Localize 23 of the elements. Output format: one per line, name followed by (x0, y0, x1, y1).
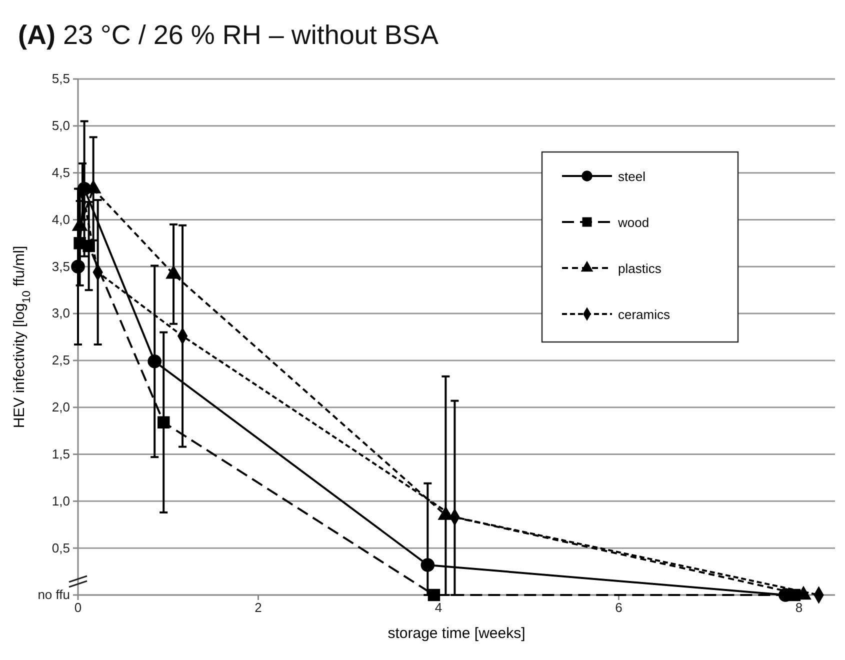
y-tick-label: 5,5 (52, 71, 70, 86)
x-tick-label: 8 (795, 600, 803, 616)
y-tick-label: 2,0 (52, 400, 70, 415)
x-tick-label: 0 (74, 600, 82, 616)
y-tick-label: 3,5 (52, 258, 70, 274)
x-tick-label: 6 (615, 600, 622, 616)
x-axis-title: storage time [weeks] (388, 625, 526, 642)
y-tick-label: 5,0 (52, 118, 70, 134)
y-tick-label: 1,0 (52, 493, 70, 508)
y-tick-label: 0,5 (52, 540, 70, 556)
y-tick-label: 4,0 (52, 212, 70, 227)
legend-label: plastics (618, 261, 662, 276)
y-tick-label: 4,5 (52, 164, 70, 180)
x-tick-label: 4 (434, 600, 442, 616)
y-tick-label: 2,5 (52, 352, 70, 368)
y-tick-label: no ffu (38, 587, 70, 602)
x-tick-label: 2 (254, 600, 262, 616)
legend-label: ceramics (618, 307, 671, 322)
legend-label: steel (618, 169, 646, 184)
y-tick-label: 1,5 (52, 446, 70, 462)
legend-label: wood (617, 215, 650, 230)
y-tick-label: 3,0 (52, 306, 70, 321)
chart-title: (A) 23 °C / 26 % RH – without BSA (18, 20, 438, 50)
